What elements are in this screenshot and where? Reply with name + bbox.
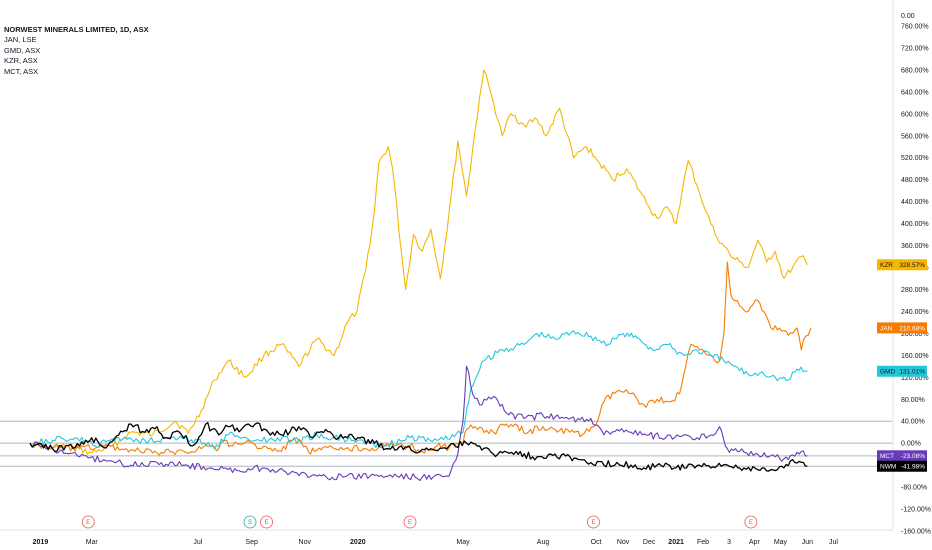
x-tick-label: May — [774, 539, 788, 546]
event-marker[interactable]: E — [587, 515, 600, 529]
y-tick-label: -160.00% — [901, 529, 931, 536]
legend-symbol-mct: MCT, ASX — [4, 66, 39, 76]
y-tick-label: 600.00% — [901, 111, 929, 118]
series-line-mct — [29, 365, 808, 482]
y-tick-label: 360.00% — [901, 243, 929, 250]
x-tick-label: 2021 — [668, 539, 684, 546]
last-value-badge-mct: MCT -23.08% — [877, 450, 927, 462]
y-tick-label: 160.00% — [901, 353, 929, 360]
x-tick-label: Mar — [86, 539, 99, 546]
x-tick-label: Nov — [299, 539, 312, 546]
x-tick-label: Dec — [643, 539, 656, 546]
event-marker-label: E — [591, 520, 595, 526]
time-scale[interactable]: 2019 Mar Jul Sep Nov 2020 May Aug Oct Nov Dec 2021 F… — [33, 539, 839, 546]
y-tick-label: 80.00% — [901, 397, 925, 404]
last-value-badge-bg — [877, 365, 927, 377]
event-marker[interactable]: E — [744, 515, 758, 529]
last-value-badge-bg — [877, 460, 927, 472]
last-value-badge-value: 328.57% — [899, 262, 925, 269]
y-tick-label: 0.00% — [901, 441, 921, 448]
series-line-gmd — [29, 330, 808, 450]
price-scale[interactable]: 0.00 760.00% 720.00% 680.00% 640.00% 600.00% 5… — [901, 13, 931, 536]
y-tick-label: 480.00% — [901, 177, 929, 184]
event-marker[interactable]: E — [260, 515, 273, 529]
event-marker[interactable]: S — [243, 515, 257, 529]
event-marker-circle — [744, 515, 758, 529]
last-value-badge-gmd: GMD 131.01% — [877, 365, 927, 377]
last-value-badge-bg — [877, 450, 927, 462]
x-tick-label: Sep — [246, 539, 259, 546]
x-tick-label: Apr — [749, 539, 761, 546]
x-tick-label: May — [456, 539, 470, 546]
event-marker-label: E — [86, 520, 90, 526]
series-lines — [29, 69, 812, 482]
event-marker-label: E — [408, 520, 412, 526]
y-tick-label: 0.00 — [901, 13, 915, 20]
last-value-badge-bg — [877, 259, 927, 271]
last-value-badge-value: 210.68% — [899, 325, 925, 332]
legend-main-symbol: NORWEST MINERALS LIMITED, 1D, ASX — [4, 25, 149, 34]
y-tick-label: 520.00% — [901, 155, 929, 162]
y-tick-label: 40.00% — [901, 419, 925, 426]
last-value-badge-nwm: NWM -41.98% — [877, 460, 927, 472]
x-tick-label: 2020 — [350, 539, 366, 546]
event-marker-circle — [243, 515, 257, 529]
guide-lines — [0, 420, 893, 467]
last-value-badge-value: -23.08% — [901, 453, 925, 460]
y-tick-label: 200.00% — [901, 331, 929, 338]
event-marker-circle — [260, 515, 273, 529]
last-value-badge-bg — [877, 322, 927, 334]
x-tick-label: Oct — [591, 539, 602, 546]
last-value-badge-name: MCT — [880, 453, 894, 460]
x-tick-label: Feb — [697, 539, 709, 546]
series-line-kzr — [29, 69, 808, 455]
last-value-badge-value: 131.01% — [899, 369, 925, 376]
event-marker-circle — [403, 515, 417, 529]
event-marker[interactable]: E — [81, 515, 95, 529]
last-value-badges: KZR 328.57% JAN 210.68% GMD 131.01% MCT -23.08%… — [877, 259, 927, 472]
series-line-jan — [29, 261, 812, 456]
legend-symbol-jan: JAN, LSE — [4, 35, 37, 45]
event-marker-label: E — [265, 520, 269, 526]
last-value-badge-name: GMD — [880, 369, 895, 376]
y-tick-label: 280.00% — [901, 287, 929, 294]
last-value-badge-jan: JAN 210.68% — [877, 322, 927, 334]
y-tick-label: 720.00% — [901, 45, 929, 52]
event-marker-circle — [587, 515, 600, 529]
event-marker-label: E — [749, 520, 753, 526]
y-tick-label: 760.00% — [901, 24, 929, 31]
chart-legend: NORWEST MINERALS LIMITED, 1D, ASX JAN, L… — [4, 25, 149, 77]
legend-symbol-kzr: KZR, ASX — [4, 56, 38, 66]
x-tick-label: Aug — [537, 539, 550, 546]
y-tick-label: 640.00% — [901, 89, 929, 96]
y-tick-label: -80.00% — [901, 485, 927, 492]
x-tick-label: Nov — [617, 539, 630, 546]
last-value-badge-value: -41.98% — [901, 464, 925, 471]
y-tick-label: 680.00% — [901, 67, 929, 74]
y-tick-label: 560.00% — [901, 133, 929, 140]
event-marker-label: S — [248, 520, 252, 526]
x-tick-label: 3 — [727, 539, 731, 546]
legend-symbol-gmd: GMD, ASX — [4, 45, 41, 55]
last-value-badge-name: KZR — [880, 262, 893, 269]
y-tick-label: 440.00% — [901, 199, 929, 206]
event-marker-circle — [81, 515, 95, 529]
last-value-badge-name: NWM — [880, 464, 896, 471]
event-marker[interactable]: E — [403, 515, 417, 529]
x-tick-label: Jul — [829, 539, 838, 546]
last-value-badge-name: JAN — [880, 325, 893, 332]
x-tick-label: 2019 — [33, 539, 49, 546]
y-tick-label: -120.00% — [901, 507, 931, 514]
y-tick-label: 400.00% — [901, 221, 929, 228]
y-tick-label: 120.00% — [901, 375, 929, 382]
last-value-badge-kzr: KZR 328.57% — [877, 259, 927, 271]
y-tick-label: 240.00% — [901, 309, 929, 316]
x-tick-label: Jul — [193, 539, 202, 546]
series-line-nwm — [29, 422, 808, 472]
x-tick-label: Jun — [802, 539, 813, 546]
